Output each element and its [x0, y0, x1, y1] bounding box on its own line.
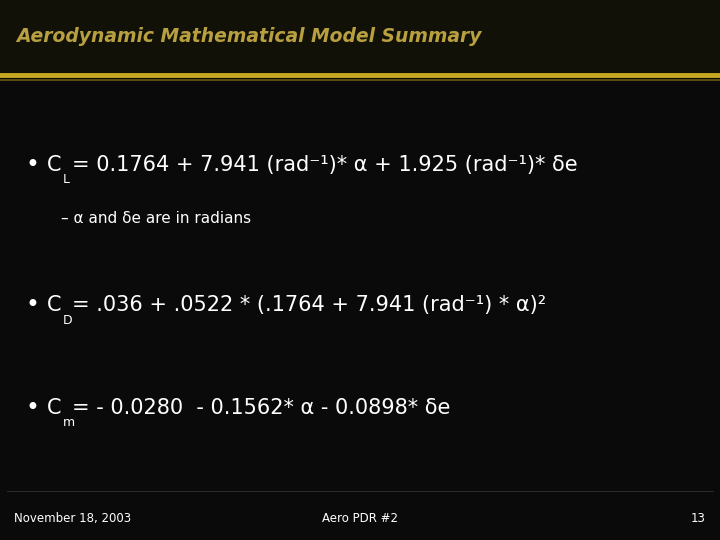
- Text: – α and δe are in radians: – α and δe are in radians: [61, 211, 251, 226]
- Text: C: C: [47, 397, 61, 418]
- Text: November 18, 2003: November 18, 2003: [14, 512, 132, 525]
- Text: m: m: [63, 416, 75, 429]
- Text: •: •: [25, 396, 39, 420]
- Text: D: D: [63, 314, 72, 327]
- Text: C: C: [47, 154, 61, 175]
- Bar: [0, 0, 720, 73]
- Text: = .036 + .0522 * (.1764 + 7.941 (rad⁻¹) * α)²: = .036 + .0522 * (.1764 + 7.941 (rad⁻¹) …: [72, 295, 546, 315]
- Text: = 0.1764 + 7.941 (rad⁻¹)* α + 1.925 (rad⁻¹)* δe: = 0.1764 + 7.941 (rad⁻¹)* α + 1.925 (rad…: [72, 154, 577, 175]
- Text: •: •: [25, 153, 39, 177]
- Text: 13: 13: [690, 512, 706, 525]
- Text: = - 0.0280  - 0.1562* α - 0.0898* δe: = - 0.0280 - 0.1562* α - 0.0898* δe: [72, 397, 451, 418]
- Text: C: C: [47, 295, 61, 315]
- Text: •: •: [25, 293, 39, 317]
- Text: L: L: [63, 173, 70, 186]
- Text: Aero PDR #2: Aero PDR #2: [322, 512, 398, 525]
- Text: Aerodynamic Mathematical Model Summary: Aerodynamic Mathematical Model Summary: [16, 27, 482, 46]
